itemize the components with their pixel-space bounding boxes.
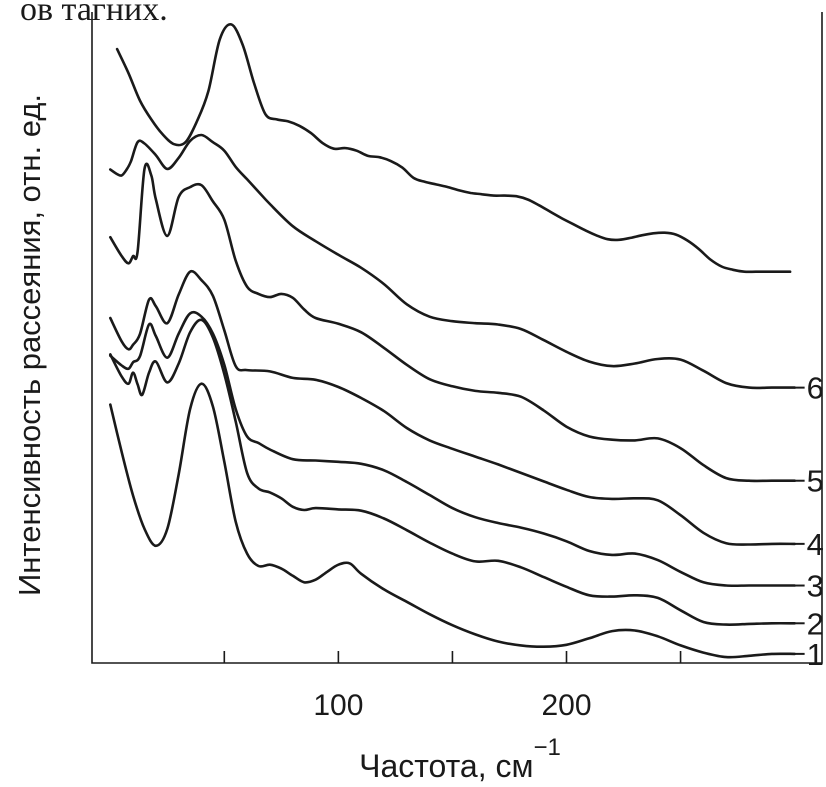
curve-label-1: 1	[807, 637, 824, 672]
x-tick-labels: 100 200	[313, 689, 591, 722]
header-fragment: ов тагних.	[20, 0, 168, 28]
x-axis-label: Частота, см−1	[359, 734, 561, 784]
x-tick-label-200: 200	[541, 689, 591, 722]
x-ticks	[223, 651, 682, 663]
curve-number-labels: 123 4 5 6	[794, 371, 824, 672]
curve-label-6: 6	[807, 371, 824, 406]
curve-label-5: 5	[807, 464, 824, 499]
curve-label-4: 4	[807, 527, 824, 562]
plot-frame	[91, 12, 823, 664]
spectrum-line-5	[109, 162, 796, 483]
curve-label-3: 3	[807, 569, 824, 604]
frame-axis	[91, 12, 823, 664]
x-axis-label-text: Частота, см	[359, 748, 533, 784]
spectrum-line-top	[115, 23, 792, 274]
curve-label-2: 2	[807, 606, 824, 641]
y-axis-label: Интенсивность рассеяния, отн. ед.	[12, 94, 47, 596]
spectrum-curves	[109, 23, 796, 659]
spectrum-line-4	[109, 269, 796, 546]
spectrum-line-2	[109, 318, 796, 626]
spectrum-line-1	[109, 382, 796, 659]
x-axis-label-exponent: −1	[534, 734, 561, 761]
spectrum-line-3	[109, 310, 796, 588]
x-tick-label-100: 100	[313, 689, 363, 722]
spectrum-line-6	[109, 133, 796, 390]
